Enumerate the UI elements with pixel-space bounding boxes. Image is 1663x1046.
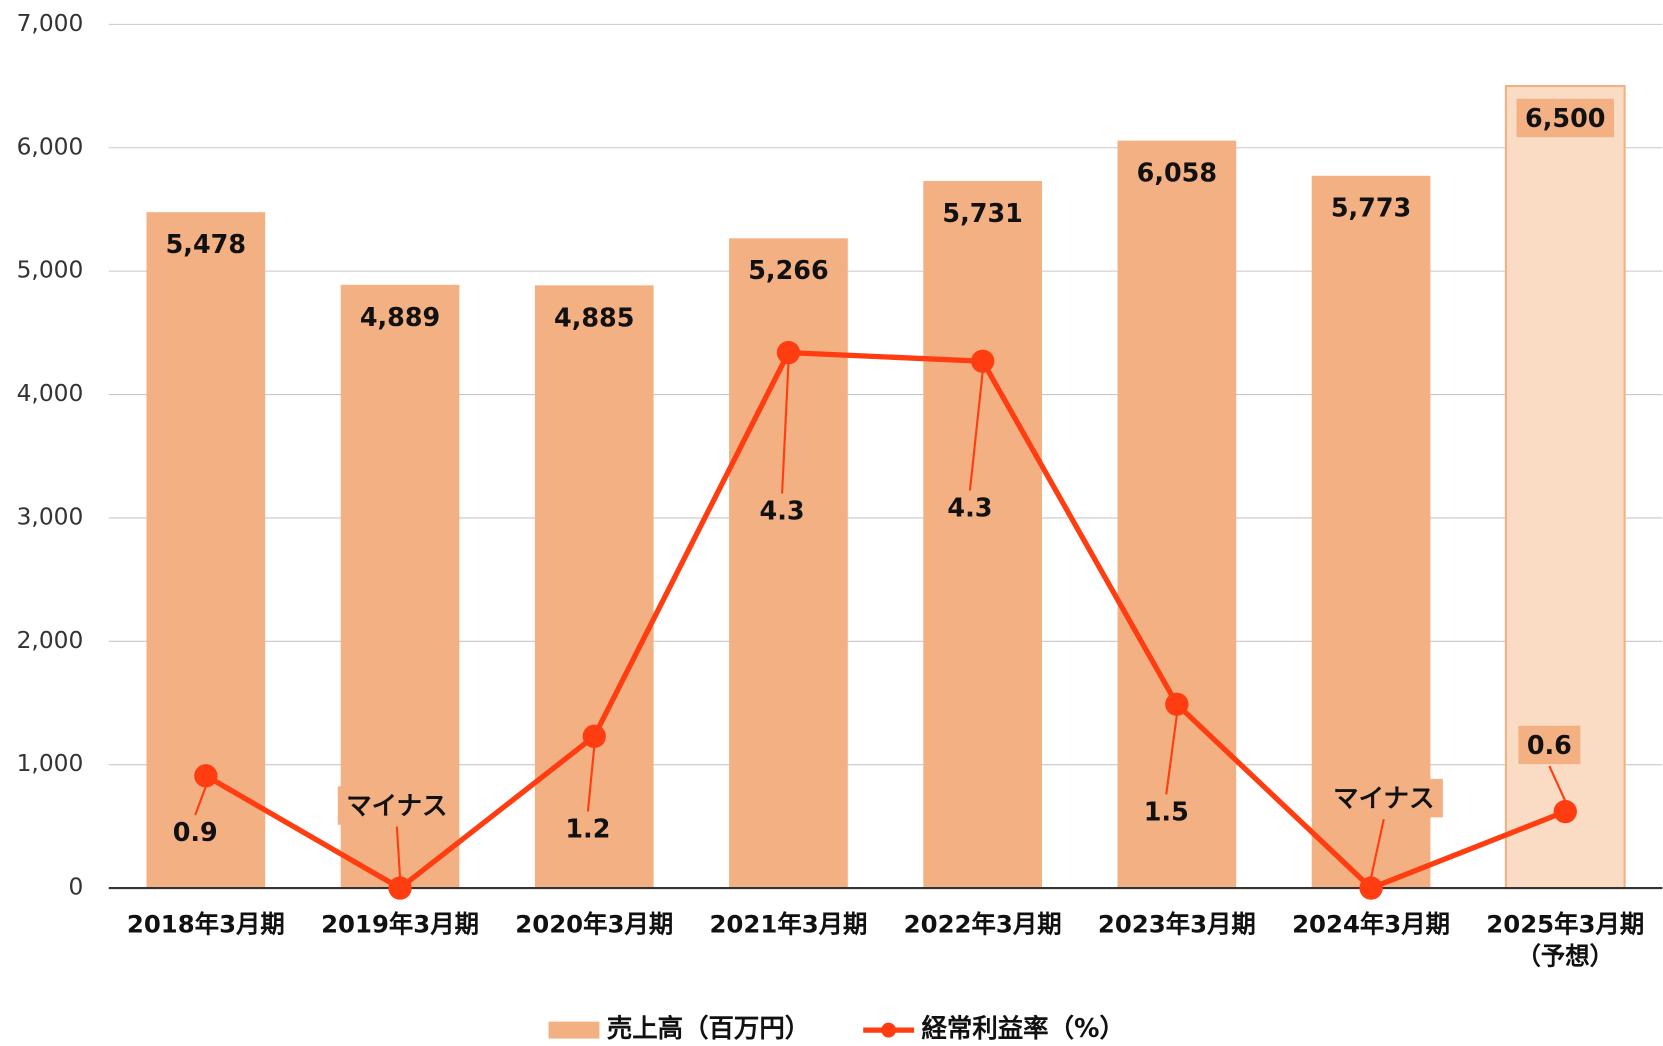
bar [1117,140,1237,889]
line-value-label: 1.5 [1144,796,1189,826]
x-tick-label: 2020年3月期 [515,911,674,939]
line-value-label: マイナス [346,791,447,821]
line-value-label: 4.3 [760,496,805,526]
line-value-label-box [1518,725,1581,765]
leader-line [1370,818,1385,878]
leader-line [586,746,596,812]
x-label-box: 2024年3月期 [1292,911,1451,939]
line-value-label: 1.2 [565,814,610,844]
line-value-label: 4.3 [947,493,992,523]
bar-value-label-group: 6,058 [1137,158,1217,188]
legend-swatch [548,1021,600,1039]
y-tick-label: 3,000 [17,503,84,530]
x-tick-label: 2018年3月期 [126,911,285,939]
y-tick-label: 7,000 [17,10,84,37]
line-value-label-group: 1.2 [565,814,610,844]
line-value-label-group: 0.9 [173,817,218,847]
bar-value-label: 5,731 [942,198,1022,228]
bar-value-label-group: 5,478 [166,229,246,259]
line-value-label-group: 0.6 [1518,725,1581,765]
bar-value-label-group: 5,731 [942,198,1022,228]
x-tick-label: 2021年3月期 [709,911,868,939]
x-tick-label: 2024年3月期 [1292,911,1451,939]
y-tick-label: 0 [68,874,83,901]
line-value-label-box [1324,778,1443,818]
leader-line [395,826,402,878]
leader-line [1548,765,1567,802]
bar-value-label: 5,773 [1331,193,1411,223]
bar-value-label: 6,500 [1525,103,1605,133]
bar-value-label-group: 4,885 [554,302,634,332]
line-value-label-group: 4.3 [947,493,992,523]
leader-line [781,363,790,494]
bar-value-label-box [1516,98,1614,138]
legend-label: 売上高（百万円） [607,1013,810,1043]
leader-line [968,371,984,491]
bar [1311,175,1431,889]
line-value-label-group: 4.3 [760,496,805,526]
x-label-box: 2020年3月期 [515,911,674,939]
x-label-box: 2025年3月期 （予想） [1486,911,1645,971]
line-point [1359,876,1383,900]
line-point [388,876,412,900]
x-label-box: 2021年3月期 [709,911,868,939]
y-tick-label: 1,000 [17,750,84,777]
line-value-label: マイナス [1333,783,1434,813]
line-point [1165,692,1189,716]
bar-value-label: 5,266 [748,255,828,285]
line-value-label: 0.6 [1527,730,1572,760]
bar [729,238,848,889]
bar [1504,85,1626,890]
line-point [1553,799,1577,824]
leader-line [1165,714,1178,795]
bar-value-label-group: 4,889 [360,302,440,332]
line-point [776,340,801,365]
y-tick-label: 4,000 [17,380,84,407]
x-label-box: 2018年3月期 [126,911,285,939]
bar-value-label-group: 6,500 [1516,98,1614,138]
line-point [970,349,995,373]
bar [534,285,654,889]
x-label-box: 2019年3月期 [321,911,480,939]
line-point [582,724,606,748]
bar-value-label-group: 5,266 [748,255,828,285]
x-tick-label: 2022年3月期 [903,911,1062,939]
line-value-label-group: 1.5 [1144,796,1189,826]
bar [923,180,1042,889]
x-tick-label: 2023年3月期 [1097,911,1256,939]
bar-value-label: 4,885 [554,302,634,332]
bar-value-label: 4,889 [360,302,440,332]
line-value-label: 0.9 [173,817,218,847]
line-value-label-group: マイナス [1324,778,1443,818]
x-label-box: 2022年3月期 [903,911,1062,939]
line-value-label-group: マイナス [337,786,456,825]
legend-swatch-point [881,1022,897,1038]
line [204,349,1567,891]
y-tick-label: 6,000 [17,133,84,160]
y-tick-label: 2,000 [17,627,84,654]
x-tick-label: 2025年3月期 （予想） [1486,911,1645,971]
line-point [194,764,218,788]
bar-value-label: 6,058 [1137,158,1217,188]
x-tick-label: 2019年3月期 [321,911,480,939]
y-tick-label: 5,000 [17,257,84,284]
leader-line [194,786,207,816]
bar-value-label: 5,478 [166,229,246,259]
bar-value-label-group: 5,773 [1331,193,1411,223]
legend-label: 経常利益率（%） [921,1013,1124,1043]
x-label-box: 2023年3月期 [1097,911,1256,939]
line-value-label-box [337,786,456,825]
